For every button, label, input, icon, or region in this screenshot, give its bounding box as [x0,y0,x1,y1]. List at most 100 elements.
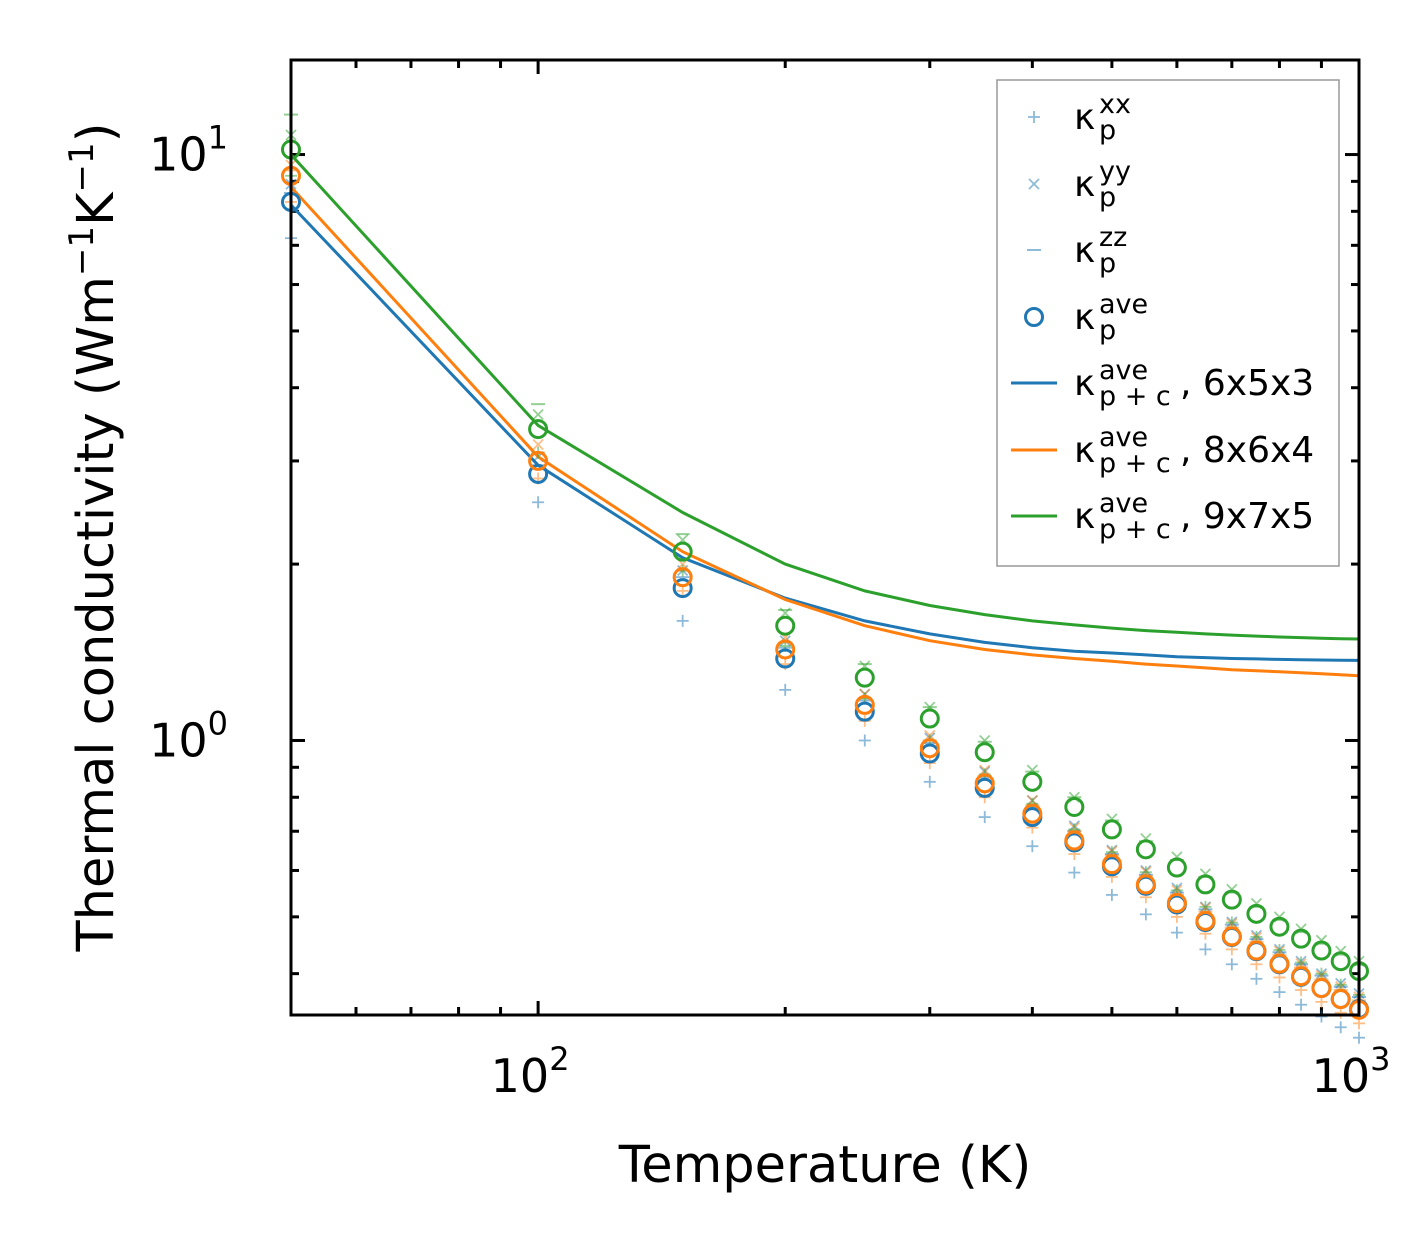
legend-label-subscript: p + c [1099,448,1171,479]
xx-point-6x5x3 [1068,866,1081,879]
x-tick-label-base: 10 [1312,1049,1371,1103]
legend-entry: κ xxp [1028,89,1131,146]
legend-label-subscript: p + c [1099,514,1171,545]
ave-point-8x6x4 [672,567,693,588]
y-tick-label-base: 10 [149,713,208,767]
xx-point-6x5x3 [1199,943,1212,956]
xx-point-6x5x3 [1353,1031,1365,1044]
x-tick-label-exponent: 3 [1370,1040,1390,1078]
xx-point-6x5x3 [1105,888,1118,901]
xx-point-6x5x3 [779,683,792,696]
legend-label: κ [1074,496,1095,537]
x-tick-label-exponent: 2 [549,1040,569,1078]
ave-point-9x7x5 [1311,940,1332,961]
y-axis-label-text: Thermal conductivity (Wm [67,276,126,952]
legend-label-superscript: xx [1099,89,1131,120]
y-axis-label-exponent: −1 [62,226,102,276]
ave-circles-9x7x5 [281,139,1369,982]
ave-circles-8x6x4 [281,165,1369,1020]
ave-point-9x7x5 [775,615,796,636]
legend-label-superscript: yy [1099,156,1131,187]
xx-point-6x5x3 [978,811,991,824]
ave-point-9x7x5 [1221,889,1242,910]
legend-frame [996,79,1340,567]
xx-point-9x7x5 [1199,900,1212,913]
ave-point-9x7x5 [1195,874,1216,895]
x-tick-label: 102 [491,1040,570,1103]
legend-label-subscript: p [1099,315,1116,346]
legend-marker-cross [1028,178,1040,190]
legend-label-symbol: κ [1074,297,1095,338]
ave-point-8x6x4 [854,694,875,715]
ave-point-9x7x5 [1101,819,1122,840]
ave-point-8x6x4 [1311,978,1332,999]
ave-point-6x5x3 [854,701,875,722]
ave-point-8x6x4 [1064,830,1085,851]
ave-point-8x6x4 [1101,854,1122,875]
xx-point-6x5x3 [923,775,936,788]
ave-point-8x6x4 [1135,874,1156,895]
y-tick-label: 101 [149,119,228,182]
legend-label-subscript: p + c [1099,381,1171,412]
legend-label: κ [1074,363,1095,404]
legend-label-superscript: ave [1099,355,1148,386]
legend-label: κ [1074,97,1095,138]
xx-point-6x5x3 [532,496,545,509]
legend-label-symbol: κ [1074,363,1095,404]
legend-label: κ [1074,164,1095,205]
ave-point-9x7x5 [528,419,549,440]
yy-point-9x7x5 [532,408,544,421]
xx-point-6x5x3 [1315,1010,1328,1023]
ave-point-9x7x5 [919,708,940,729]
legend-label-superscript: zz [1099,222,1127,253]
ave-point-9x7x5 [854,667,875,688]
ave-point-8x6x4 [1166,892,1187,913]
legend-label-symbol: κ [1074,164,1095,205]
ave-point-8x6x4 [1246,940,1267,961]
xx-point-9x7x5 [1334,978,1347,991]
y-axis-label: Thermal conductivity (Wm−1K−1) [62,122,126,952]
xx-point-6x5x3 [1225,958,1238,971]
ave-point-8x6x4 [528,450,549,471]
y-tick-label-exponent: 0 [208,704,228,742]
ave-point-9x7x5 [1064,796,1085,817]
data-marks [281,113,1369,1044]
y-tick-label-exponent: 1 [208,119,228,157]
legend-label-symbol: κ [1074,496,1095,537]
legend-label-symbol: κ [1074,430,1095,471]
xx-point-6x5x3 [1273,986,1286,999]
ave-point-8x6x4 [1221,926,1242,947]
legend-marker-cross-b [1028,178,1040,190]
legend-label-subscript: p [1099,115,1116,146]
legend-label-superscript: ave [1099,289,1148,320]
line-6x5x3 [289,203,1360,662]
ave-point-8x6x4 [1022,803,1043,824]
y-tick-label-base: 10 [149,128,208,182]
ave-point-9x7x5 [1330,951,1351,972]
xx-point-6x5x3 [1170,926,1183,939]
legend-label-tail: , 6x5x3 [1180,363,1314,404]
xx-point-6x5x3 [1026,840,1039,853]
xx-point-6x5x3 [858,734,871,747]
ave-point-6x5x3 [528,463,549,484]
line-8x6x4 [289,186,1360,678]
x-axis-label: Temperature (K) [618,1136,1032,1195]
legend-label: κ [1074,297,1095,338]
legend-label-tail: , 8x6x4 [1180,430,1314,471]
legend-marker-circle [1024,307,1044,327]
legend-entry: κ zzp [1027,222,1127,279]
legend-label: κ [1074,430,1095,471]
xx-point-9x7x5 [1315,967,1328,980]
ave-point-8x6x4 [1291,966,1312,987]
ave-point-6x5x3 [919,743,940,764]
xx-point-6x5x3 [1250,972,1263,985]
ave-point-8x6x4 [1269,953,1290,974]
ave-point-9x7x5 [1246,903,1267,924]
xx-point-6x5x3 [1139,908,1152,921]
